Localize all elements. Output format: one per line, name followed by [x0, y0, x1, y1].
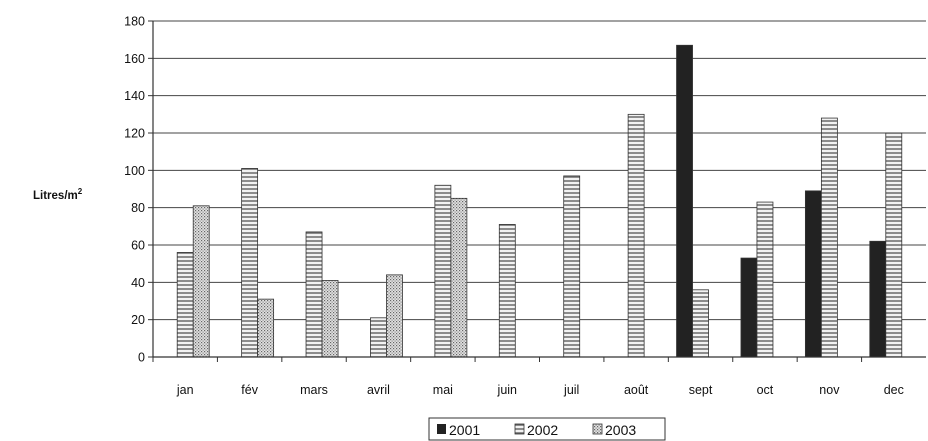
bar-2002-juin	[498, 224, 516, 358]
legend: 2001 2002 2003	[428, 417, 666, 441]
legend-label-2002: 2002	[527, 422, 558, 438]
y-axis-tick-labels: 0 20 40 60 80 100 120 140 160 180	[124, 15, 145, 365]
bar-2001-oct	[740, 257, 758, 358]
y-tick-label: 20	[131, 313, 145, 327]
x-category-label: nov	[819, 383, 840, 397]
x-category-label: mars	[300, 383, 328, 397]
x-category-label: avril	[367, 383, 390, 397]
legend-swatch-2001	[437, 424, 446, 434]
y-tick-label: 120	[124, 127, 145, 141]
legend-swatch-2002	[514, 423, 525, 435]
legend-label-2001: 2001	[449, 422, 480, 438]
x-category-label: fév	[241, 383, 258, 397]
bar-2001-dec	[869, 240, 887, 358]
y-tick-label: 40	[131, 276, 145, 290]
bar-2001-nov	[804, 190, 822, 358]
x-category-label: oct	[757, 383, 774, 397]
legend-label-2003: 2003	[605, 422, 636, 438]
x-axis-category-labels: jan fév mars avril mai juin juil août sept oct nov…	[176, 383, 904, 397]
x-category-label: juin	[497, 383, 518, 397]
y-tick-label: 160	[124, 52, 145, 66]
x-category-label: juil	[563, 383, 579, 397]
bar-2003-jan	[192, 205, 210, 358]
y-tick-label: 140	[124, 89, 145, 103]
bar-2002-juil	[563, 175, 581, 358]
bar-2002-sept	[692, 289, 709, 358]
bar-2002-nov	[820, 117, 838, 358]
y-tick-label: 0	[138, 351, 145, 365]
y-tick-label: 100	[124, 164, 145, 178]
y-axis-label: Litres/m2	[33, 187, 83, 202]
legend-swatch-2003	[592, 423, 603, 435]
bar-2002-fév	[241, 168, 259, 358]
bar-2003-mai	[450, 197, 468, 358]
bar-2002-jan	[176, 252, 194, 358]
gridlines	[148, 20, 926, 362]
bar-2002-mars	[305, 231, 323, 358]
x-category-label: jan	[176, 383, 194, 397]
axes	[152, 21, 926, 358]
bar-2003-avril	[386, 274, 403, 358]
x-category-label: mai	[433, 383, 453, 397]
bar-2001-sept	[676, 44, 693, 358]
x-category-label: sept	[689, 383, 713, 397]
bar-2003-mars	[321, 280, 339, 358]
bar-2002-dec	[885, 132, 903, 358]
legend-frame	[428, 417, 666, 441]
y-tick-label: 60	[131, 239, 145, 253]
bar-2003-fév	[257, 298, 275, 358]
bars	[176, 44, 903, 358]
bar-2002-avril	[370, 317, 387, 358]
bar-2002-mai	[434, 184, 452, 358]
bar-2002-août	[627, 113, 645, 358]
x-category-label: dec	[884, 383, 904, 397]
bar-2002-oct	[756, 201, 774, 358]
y-tick-label: 80	[131, 201, 145, 215]
x-category-label: août	[624, 383, 649, 397]
y-tick-label: 180	[124, 15, 145, 29]
